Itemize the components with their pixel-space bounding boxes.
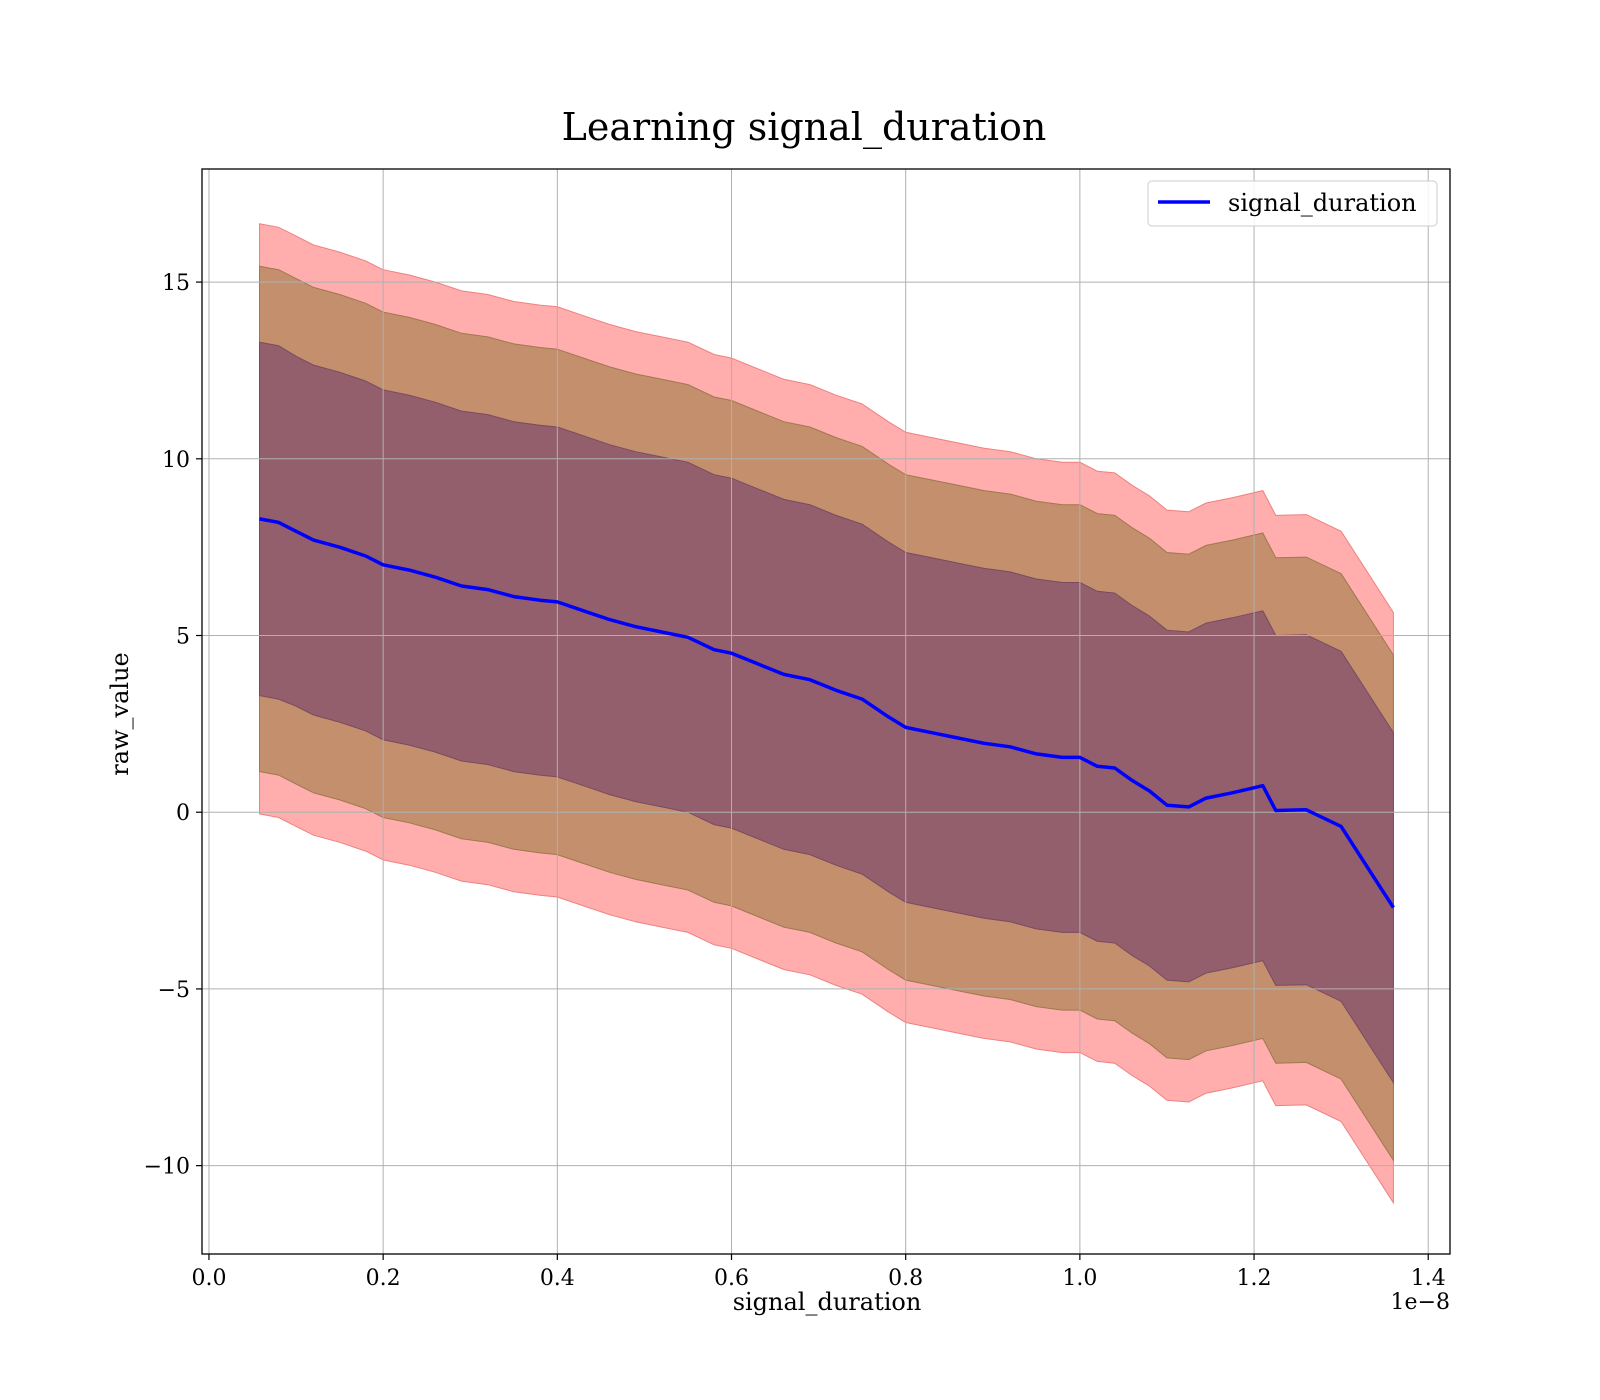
plot-area: 0.0 0.2 0.4 0.6 0.8 1.0 1.2 1.4 −10 −5 0 5 10 15 signa… <box>144 168 1451 1291</box>
plot-frame <box>201 168 1451 1255</box>
y-tick-label: −10 <box>144 1155 190 1180</box>
x-tick-label: 0.4 <box>540 1266 575 1291</box>
chart-title: Learning signal_duration <box>562 105 1047 150</box>
x-offset-label: 1e−8 <box>1391 1290 1450 1315</box>
x-tick-label: 0.0 <box>191 1266 226 1291</box>
x-axis-label: signal_duration <box>733 1288 922 1316</box>
y-tick-label: −5 <box>158 978 190 1003</box>
x-tick-label: 1.2 <box>1237 1266 1272 1291</box>
band-sigma1 <box>259 341 1394 1085</box>
y-axis-label: raw_value <box>106 652 134 776</box>
y-tick-label: 10 <box>162 448 190 473</box>
x-tick-label: 0.8 <box>888 1266 923 1291</box>
x-tick-label: 0.6 <box>714 1266 749 1291</box>
legend-box <box>1147 180 1438 227</box>
legend-label-signal-duration: signal_duration <box>1228 189 1417 217</box>
y-tick-label: 0 <box>176 801 190 826</box>
x-tick-label: 1.0 <box>1062 1266 1097 1291</box>
y-tick-label: 5 <box>176 625 190 650</box>
y-tick-label: 15 <box>162 271 190 296</box>
x-tick-label: 1.4 <box>1411 1266 1446 1291</box>
series-line-signal-duration <box>259 517 1395 909</box>
x-tick-label: 0.2 <box>366 1266 401 1291</box>
